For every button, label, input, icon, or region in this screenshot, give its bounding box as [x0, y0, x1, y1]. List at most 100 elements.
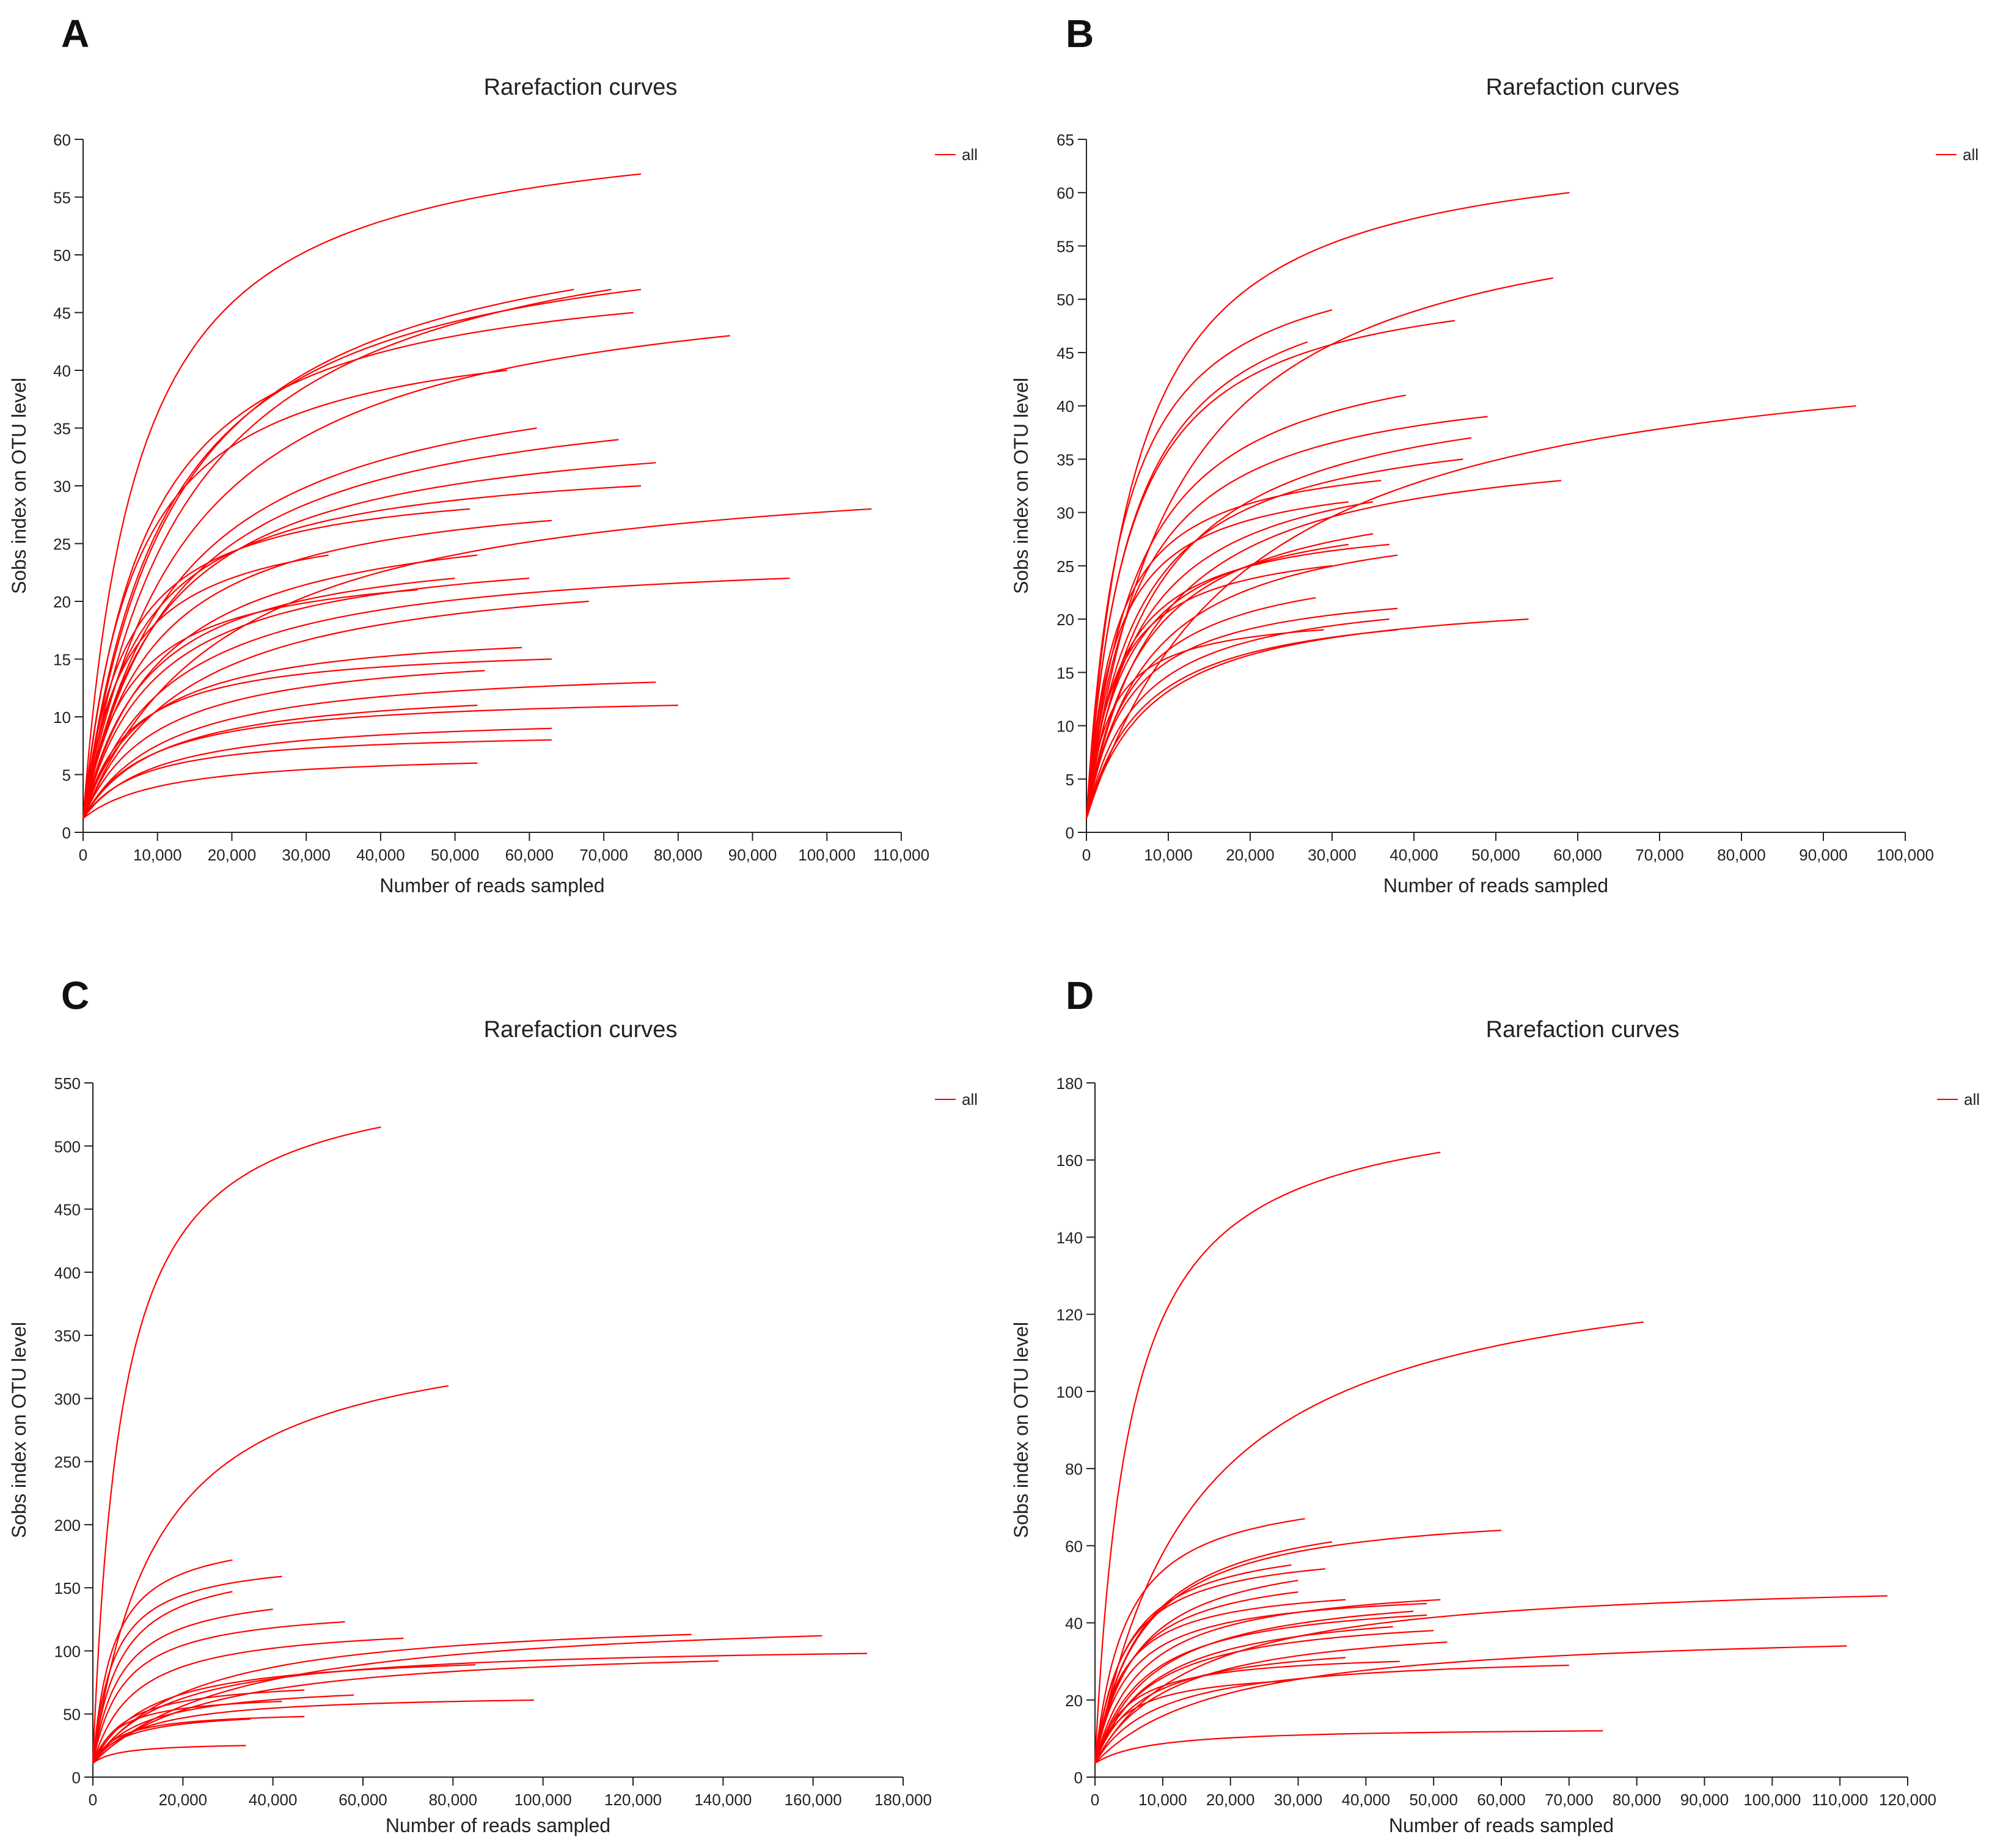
chart-b-x-tick-label: 20,000 — [1226, 846, 1275, 864]
chart-d-x-tick-label: 40,000 — [1342, 1791, 1391, 1809]
chart-d-curve-18 — [1094, 1641, 1448, 1764]
chart-a-curve-5 — [82, 288, 612, 819]
chart-c-x-tick-label: 0 — [89, 1791, 97, 1809]
chart-a-curve-7 — [82, 369, 507, 819]
chart-c-y-tick-label: 150 — [54, 1579, 81, 1597]
chart-a-curve-12 — [82, 508, 872, 819]
chart-a-y-tick-label: 10 — [53, 708, 71, 727]
chart-c-title: Rarefaction curves — [484, 1017, 678, 1043]
chart-b-legend-label: all — [1963, 145, 1979, 164]
chart-c-x-tick-label: 160,000 — [785, 1791, 842, 1809]
chart-d-curve-19 — [1094, 1645, 1847, 1764]
chart-a-y-tick-label: 45 — [53, 304, 71, 323]
chart-b-curve-22 — [1085, 629, 1398, 819]
panel-letter-c: C — [61, 974, 90, 1018]
chart-d-y-tick-label: 180 — [1056, 1074, 1083, 1093]
chart-b-curve-16 — [1085, 543, 1349, 819]
chart-a-x-tick-label: 20,000 — [208, 846, 257, 864]
chart-a-x-tick-label: 10,000 — [133, 846, 182, 864]
chart-b-curve-11 — [1085, 480, 1382, 819]
chart-d-y-tick-label: 20 — [1065, 1692, 1083, 1710]
chart-b-curve-18 — [1085, 597, 1316, 819]
chart-a-curve-10 — [82, 462, 656, 819]
chart-c-curve-13 — [92, 1664, 476, 1764]
chart-b: Rarefaction curves 0 5 10 15 20 25 30 35 40 45 50 55… — [1010, 75, 1979, 897]
chart-c-curve-20 — [92, 1701, 282, 1764]
chart-a-x-tick-label: 0 — [79, 846, 87, 864]
chart-d-y-tick-label: 100 — [1056, 1383, 1083, 1401]
chart-a-curve-15 — [82, 554, 478, 819]
chart-d-curve-11 — [1094, 1602, 1427, 1764]
chart-a-y-tick-label: 25 — [53, 535, 71, 554]
chart-a-curve-22 — [82, 670, 485, 819]
chart-d-curve-22 — [1094, 1657, 1346, 1764]
chart-c-y-tick-label: 400 — [54, 1264, 81, 1282]
chart-c-y-tick-label: 250 — [54, 1453, 81, 1472]
chart-b-curve-5 — [1085, 341, 1308, 819]
panel-letter-b: B — [1066, 12, 1094, 56]
chart-b-curve-3 — [1085, 309, 1333, 819]
chart-a-curve-2 — [82, 288, 574, 819]
chart-d-x-tick-label: 20,000 — [1206, 1791, 1255, 1809]
chart-c-legend-label: all — [962, 1090, 978, 1109]
chart-a-y-tick-label: 55 — [53, 189, 71, 207]
chart-d-curve-23 — [1094, 1680, 1292, 1764]
chart-a-curve-28 — [82, 762, 478, 820]
chart-c-x-tick-label: 180,000 — [874, 1791, 932, 1809]
chart-d-y-tick-label: 160 — [1056, 1151, 1083, 1170]
chart-a-x-tick-label: 70,000 — [579, 846, 628, 864]
chart-a-x-tick-label: 40,000 — [356, 846, 405, 864]
chart-d-curve-10 — [1094, 1599, 1441, 1764]
chart-d-curve-13 — [1094, 1614, 1427, 1764]
chart-a-y-axis-label: Sobs index on OTU level — [8, 378, 30, 594]
chart-d-x-tick-label: 50,000 — [1409, 1791, 1458, 1809]
chart-c-curve-2 — [92, 1385, 449, 1764]
chart-d-y-tick-label: 80 — [1065, 1460, 1083, 1478]
chart-d: Rarefaction curves 0 20 40 60 80 100 120 140 160 1… — [1010, 1017, 1980, 1836]
chart-a-curve-14 — [82, 508, 471, 819]
chart-b-title: Rarefaction curves — [1486, 75, 1680, 100]
chart-a-y-tick-label: 50 — [53, 246, 71, 265]
chart-d-x-tick-label: 90,000 — [1680, 1791, 1729, 1809]
chart-d-y-tick-label: 140 — [1056, 1228, 1083, 1247]
chart-a-x-tick-label: 80,000 — [654, 846, 703, 864]
chart-b-y-tick-label: 50 — [1056, 291, 1074, 309]
chart-d-x-tick-label: 30,000 — [1274, 1791, 1323, 1809]
chart-b-x-tick-label: 80,000 — [1717, 846, 1766, 864]
chart-d-y-tick-label: 60 — [1065, 1537, 1083, 1555]
chart-d-x-tick-label: 120,000 — [1879, 1791, 1936, 1809]
chart-a-curve-24 — [82, 705, 678, 819]
chart-d-legend-label: all — [1964, 1090, 1980, 1109]
chart-b-curve-20 — [1085, 607, 1398, 819]
chart-a-curve-29 — [82, 578, 455, 819]
chart-b-y-tick-label: 25 — [1056, 557, 1074, 576]
chart-b-x-tick-label: 100,000 — [1877, 846, 1934, 864]
chart-d-curve-1 — [1094, 1151, 1441, 1764]
chart-a-title: Rarefaction curves — [484, 75, 678, 100]
chart-d-curve-5 — [1094, 1541, 1333, 1764]
chart-b-curve-12 — [1085, 501, 1374, 819]
chart-c-x-tick-label: 120,000 — [604, 1791, 662, 1809]
chart-a-curve-19 — [82, 554, 329, 819]
chart-c-y-tick-label: 300 — [54, 1390, 81, 1408]
chart-d-x-tick-label: 10,000 — [1138, 1791, 1187, 1809]
chart-c-y-tick-label: 100 — [54, 1642, 81, 1660]
chart-b-x-tick-label: 30,000 — [1308, 846, 1357, 864]
chart-c-y-tick-label: 200 — [54, 1516, 81, 1535]
chart-c-y-tick-label: 50 — [63, 1706, 81, 1724]
chart-b-x-tick-label: 70,000 — [1635, 846, 1684, 864]
chart-c-curve-17 — [92, 1715, 305, 1764]
chart-b-y-axis-label: Sobs index on OTU level — [1010, 378, 1032, 594]
chart-b-y-tick-label: 65 — [1056, 131, 1074, 149]
chart-b-y-tick-label: 15 — [1056, 664, 1074, 682]
chart-d-curve-17 — [1094, 1595, 1888, 1764]
chart-a-curve-30 — [82, 589, 418, 819]
chart-a-curve-27 — [82, 739, 552, 819]
chart-a-curve-9 — [82, 439, 619, 819]
chart-b-x-tick-label: 40,000 — [1390, 846, 1438, 864]
chart-c-y-tick-label: 0 — [72, 1769, 81, 1787]
chart-c-curve-5 — [92, 1591, 233, 1764]
chart-a-y-tick-label: 60 — [53, 131, 71, 149]
chart-b-x-tick-label: 60,000 — [1553, 846, 1602, 864]
chart-d-curve-2 — [1094, 1321, 1644, 1764]
